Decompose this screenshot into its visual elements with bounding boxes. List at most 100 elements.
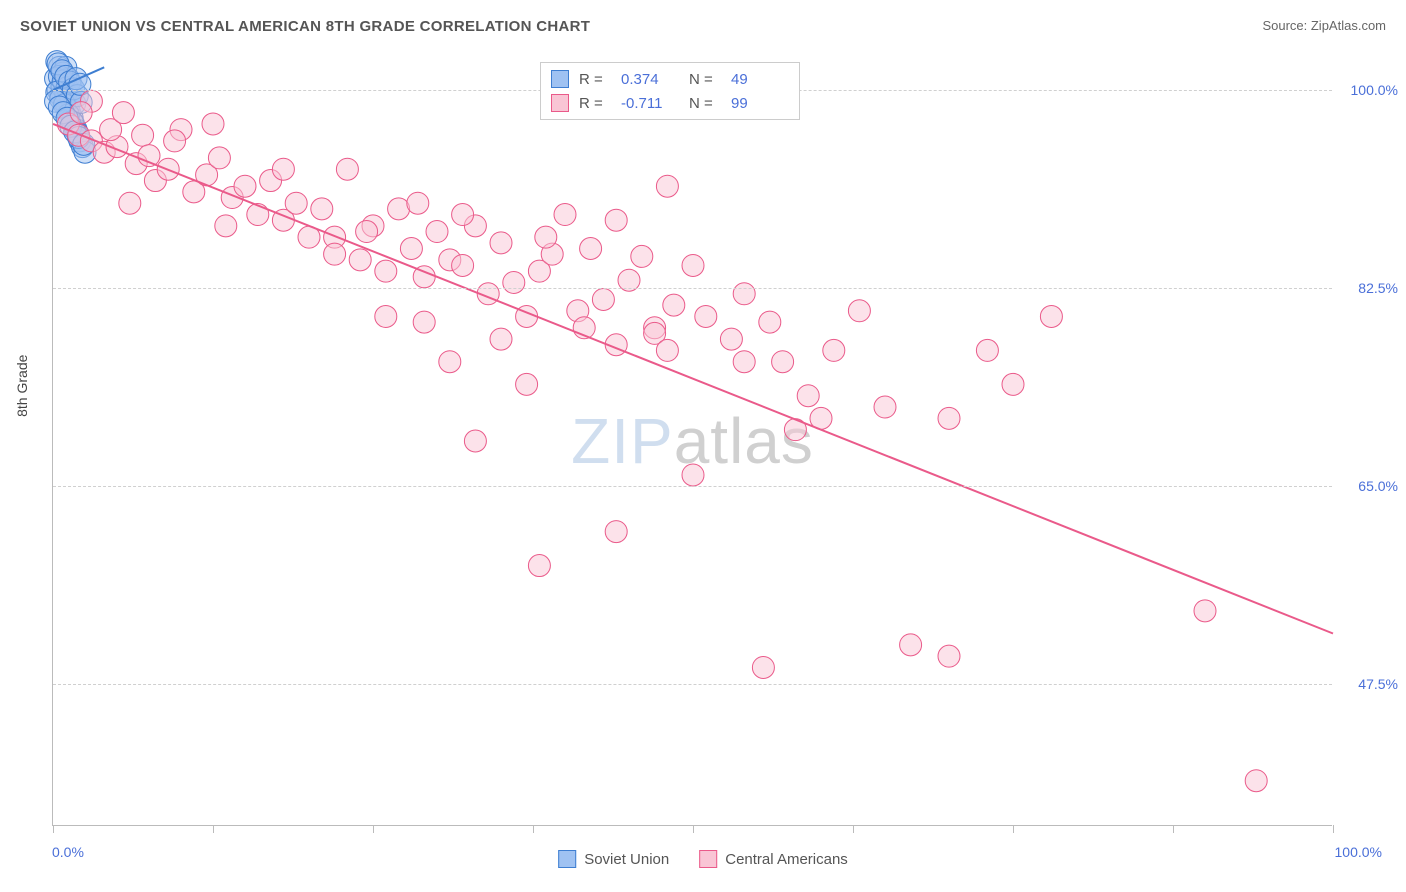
data-point: [208, 147, 230, 169]
data-point: [631, 245, 653, 267]
legend-n-label: N =: [689, 71, 721, 88]
data-point: [464, 430, 486, 452]
data-point: [349, 249, 371, 271]
data-point: [976, 339, 998, 361]
xtick: [373, 825, 374, 833]
data-point: [452, 204, 474, 226]
series-legend-label: Soviet Union: [584, 851, 669, 868]
data-point: [215, 215, 237, 237]
yaxis-title: 8th Grade: [14, 355, 30, 417]
data-point: [375, 260, 397, 282]
data-point: [138, 145, 160, 167]
data-point: [605, 209, 627, 231]
data-point: [234, 175, 256, 197]
plot-area: ZIPatlas 47.5%65.0%82.5%100.0%: [52, 56, 1332, 826]
data-point: [656, 339, 678, 361]
ytick-label: 82.5%: [1358, 280, 1398, 296]
chart-title: SOVIET UNION VS CENTRAL AMERICAN 8TH GRA…: [20, 18, 590, 35]
data-point: [375, 305, 397, 327]
xtick: [1333, 825, 1334, 833]
data-point: [900, 634, 922, 656]
data-point: [1245, 770, 1267, 792]
data-point: [797, 385, 819, 407]
xtick: [1013, 825, 1014, 833]
xtick: [53, 825, 54, 833]
series-legend-label: Central Americans: [725, 851, 848, 868]
legend-swatch: [558, 850, 576, 868]
data-point: [580, 238, 602, 260]
data-point: [272, 158, 294, 180]
data-point: [663, 294, 685, 316]
data-point: [285, 192, 307, 214]
legend-r-value: -0.711: [621, 95, 679, 112]
gridline: [53, 288, 1332, 289]
legend-n-label: N =: [689, 95, 721, 112]
stats-legend-row: R = -0.711 N = 99: [551, 91, 789, 115]
xaxis-max-label: 100.0%: [1335, 844, 1382, 860]
data-point: [388, 198, 410, 220]
data-point: [132, 124, 154, 146]
data-point: [1002, 373, 1024, 395]
legend-swatch: [699, 850, 717, 868]
data-point: [682, 464, 704, 486]
data-point: [413, 311, 435, 333]
xtick: [853, 825, 854, 833]
data-point: [938, 407, 960, 429]
data-point: [848, 300, 870, 322]
data-point: [772, 351, 794, 373]
data-point: [605, 521, 627, 543]
legend-n-value: 99: [731, 95, 789, 112]
data-point: [823, 339, 845, 361]
data-point: [759, 311, 781, 333]
gridline: [53, 486, 1332, 487]
data-point: [503, 271, 525, 293]
legend-swatch: [551, 94, 569, 112]
xaxis-min-label: 0.0%: [52, 844, 84, 860]
data-point: [202, 113, 224, 135]
data-point: [247, 204, 269, 226]
data-point: [733, 283, 755, 305]
data-point: [452, 254, 474, 276]
legend-swatch: [551, 70, 569, 88]
data-point: [682, 254, 704, 276]
data-point: [164, 130, 186, 152]
data-point: [752, 656, 774, 678]
ytick-label: 47.5%: [1358, 676, 1398, 692]
chart-source: Source: ZipAtlas.com: [1262, 18, 1386, 33]
data-point: [490, 232, 512, 254]
chart-container: SOVIET UNION VS CENTRAL AMERICAN 8TH GRA…: [0, 0, 1406, 892]
series-legend-item: Soviet Union: [558, 850, 669, 868]
data-point: [720, 328, 742, 350]
data-point: [733, 351, 755, 373]
gridline: [53, 684, 1332, 685]
data-point: [400, 238, 422, 260]
data-point: [535, 226, 557, 248]
legend-r-label: R =: [579, 71, 611, 88]
ytick-label: 100.0%: [1351, 82, 1398, 98]
ytick-label: 65.0%: [1358, 478, 1398, 494]
data-point: [119, 192, 141, 214]
xtick: [533, 825, 534, 833]
stats-legend: R = 0.374 N = 49 R = -0.711 N = 99: [540, 62, 800, 120]
data-point: [336, 158, 358, 180]
data-point: [528, 555, 550, 577]
data-point: [112, 102, 134, 124]
data-point: [70, 102, 92, 124]
data-point: [938, 645, 960, 667]
legend-n-value: 49: [731, 71, 789, 88]
legend-r-label: R =: [579, 95, 611, 112]
data-point: [439, 351, 461, 373]
data-point: [324, 243, 346, 265]
xtick: [1173, 825, 1174, 833]
data-point: [426, 221, 448, 243]
data-point: [1194, 600, 1216, 622]
series-legend-item: Central Americans: [699, 850, 848, 868]
legend-r-value: 0.374: [621, 71, 679, 88]
data-point: [695, 305, 717, 327]
data-point: [874, 396, 896, 418]
stats-legend-row: R = 0.374 N = 49: [551, 67, 789, 91]
data-point: [592, 288, 614, 310]
xtick: [693, 825, 694, 833]
trend-line: [53, 124, 1333, 634]
scatter-plot-svg: [53, 56, 1332, 825]
